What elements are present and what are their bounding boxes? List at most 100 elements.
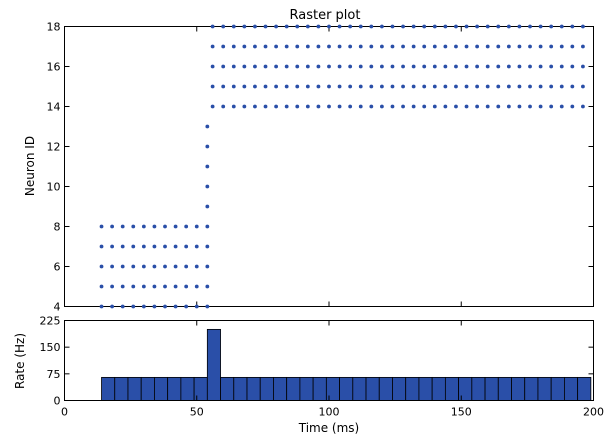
spike-point xyxy=(210,84,215,89)
rate-axis-ticks: 0 75 150 225 0 50 100 150 200 xyxy=(40,315,605,419)
spike-point xyxy=(263,24,268,29)
spike-point xyxy=(475,24,480,29)
spike-point xyxy=(205,284,210,289)
spike-point xyxy=(253,44,257,49)
spike-point xyxy=(506,104,511,109)
spike-point xyxy=(443,24,448,29)
spike-point xyxy=(274,84,278,89)
spike-point xyxy=(173,304,178,309)
spike-point xyxy=(110,304,115,309)
spike-point xyxy=(358,104,363,109)
spike-point xyxy=(443,44,448,49)
spike-point xyxy=(131,264,136,269)
spike-point xyxy=(163,224,167,229)
spike-point xyxy=(110,284,115,289)
rate-x-tick-label: 50 xyxy=(190,406,204,419)
spike-point xyxy=(327,64,331,69)
spike-point xyxy=(538,24,543,29)
spike-point xyxy=(327,84,331,89)
spike-point xyxy=(517,84,522,89)
spike-point xyxy=(316,104,321,109)
spike-point xyxy=(528,84,532,89)
spike-point xyxy=(369,64,374,69)
spike-point xyxy=(369,44,374,49)
spike-point xyxy=(337,104,342,109)
spike-point xyxy=(454,64,458,69)
spike-point xyxy=(454,24,458,29)
rate-bar xyxy=(259,376,274,401)
spike-point xyxy=(242,24,247,29)
spike-point xyxy=(496,64,501,69)
spike-point xyxy=(120,284,125,289)
spike-point xyxy=(475,64,480,69)
spike-point xyxy=(305,84,310,89)
rate-bar xyxy=(233,376,248,401)
spike-point xyxy=(581,84,585,89)
spike-point xyxy=(274,44,278,49)
spike-point xyxy=(231,84,236,89)
spike-point xyxy=(517,44,522,49)
spike-point xyxy=(380,44,384,49)
raster-y-tick-label: 12 xyxy=(47,141,61,154)
spike-point xyxy=(538,44,543,49)
spike-point xyxy=(581,104,585,109)
spike-point xyxy=(131,244,136,249)
spike-point xyxy=(221,64,226,69)
spike-point xyxy=(443,84,448,89)
spike-point xyxy=(390,104,395,109)
spike-point xyxy=(559,64,564,69)
spike-point xyxy=(184,264,189,269)
spike-point xyxy=(401,44,405,49)
spike-point xyxy=(231,44,236,49)
spike-point xyxy=(120,264,125,269)
rate-bar xyxy=(431,376,446,401)
raster-plot-panel: Raster plot 4 6 8 10 12 14 16 18 Neuron ID xyxy=(23,8,594,314)
spike-point xyxy=(221,84,226,89)
spike-point xyxy=(549,44,554,49)
spike-point xyxy=(454,44,458,49)
spike-point xyxy=(506,44,511,49)
spike-point xyxy=(210,104,215,109)
spike-point xyxy=(131,304,136,309)
spike-point xyxy=(194,284,199,289)
spike-point xyxy=(581,44,585,49)
spike-point xyxy=(390,84,395,89)
rate-bar xyxy=(206,328,221,401)
raster-plot-title: Raster plot xyxy=(290,8,361,23)
spike-point xyxy=(464,64,469,69)
spike-point xyxy=(358,44,363,49)
rate-bar xyxy=(484,376,499,401)
spike-point xyxy=(464,44,469,49)
spike-point xyxy=(443,64,448,69)
rate-x-tick-label: 200 xyxy=(583,406,604,419)
spike-point xyxy=(316,44,321,49)
spike-point xyxy=(184,224,189,229)
spike-point xyxy=(549,64,554,69)
spike-point xyxy=(173,284,178,289)
spike-point xyxy=(253,84,257,89)
spike-point xyxy=(152,244,157,249)
rate-bar xyxy=(114,376,129,401)
spike-point xyxy=(380,104,384,109)
spike-point xyxy=(348,84,353,89)
spike-point xyxy=(205,164,210,169)
spike-point xyxy=(284,64,289,69)
spike-point xyxy=(496,24,501,29)
spike-point xyxy=(517,104,522,109)
spike-point xyxy=(528,24,532,29)
raster-y-axis-label: Neuron ID xyxy=(23,136,37,196)
spike-point xyxy=(242,84,247,89)
spike-point xyxy=(485,64,490,69)
spike-point xyxy=(528,44,532,49)
spike-point xyxy=(253,104,257,109)
rate-bar xyxy=(127,376,142,401)
spike-point xyxy=(528,104,532,109)
rate-x-tick-label: 100 xyxy=(319,406,340,419)
rate-y-axis-label: Rate (Hz) xyxy=(13,333,27,389)
spike-point xyxy=(422,104,427,109)
spike-point xyxy=(263,64,268,69)
spike-point xyxy=(401,24,405,29)
spike-point xyxy=(411,44,416,49)
spike-point xyxy=(411,104,416,109)
spike-point xyxy=(337,64,342,69)
